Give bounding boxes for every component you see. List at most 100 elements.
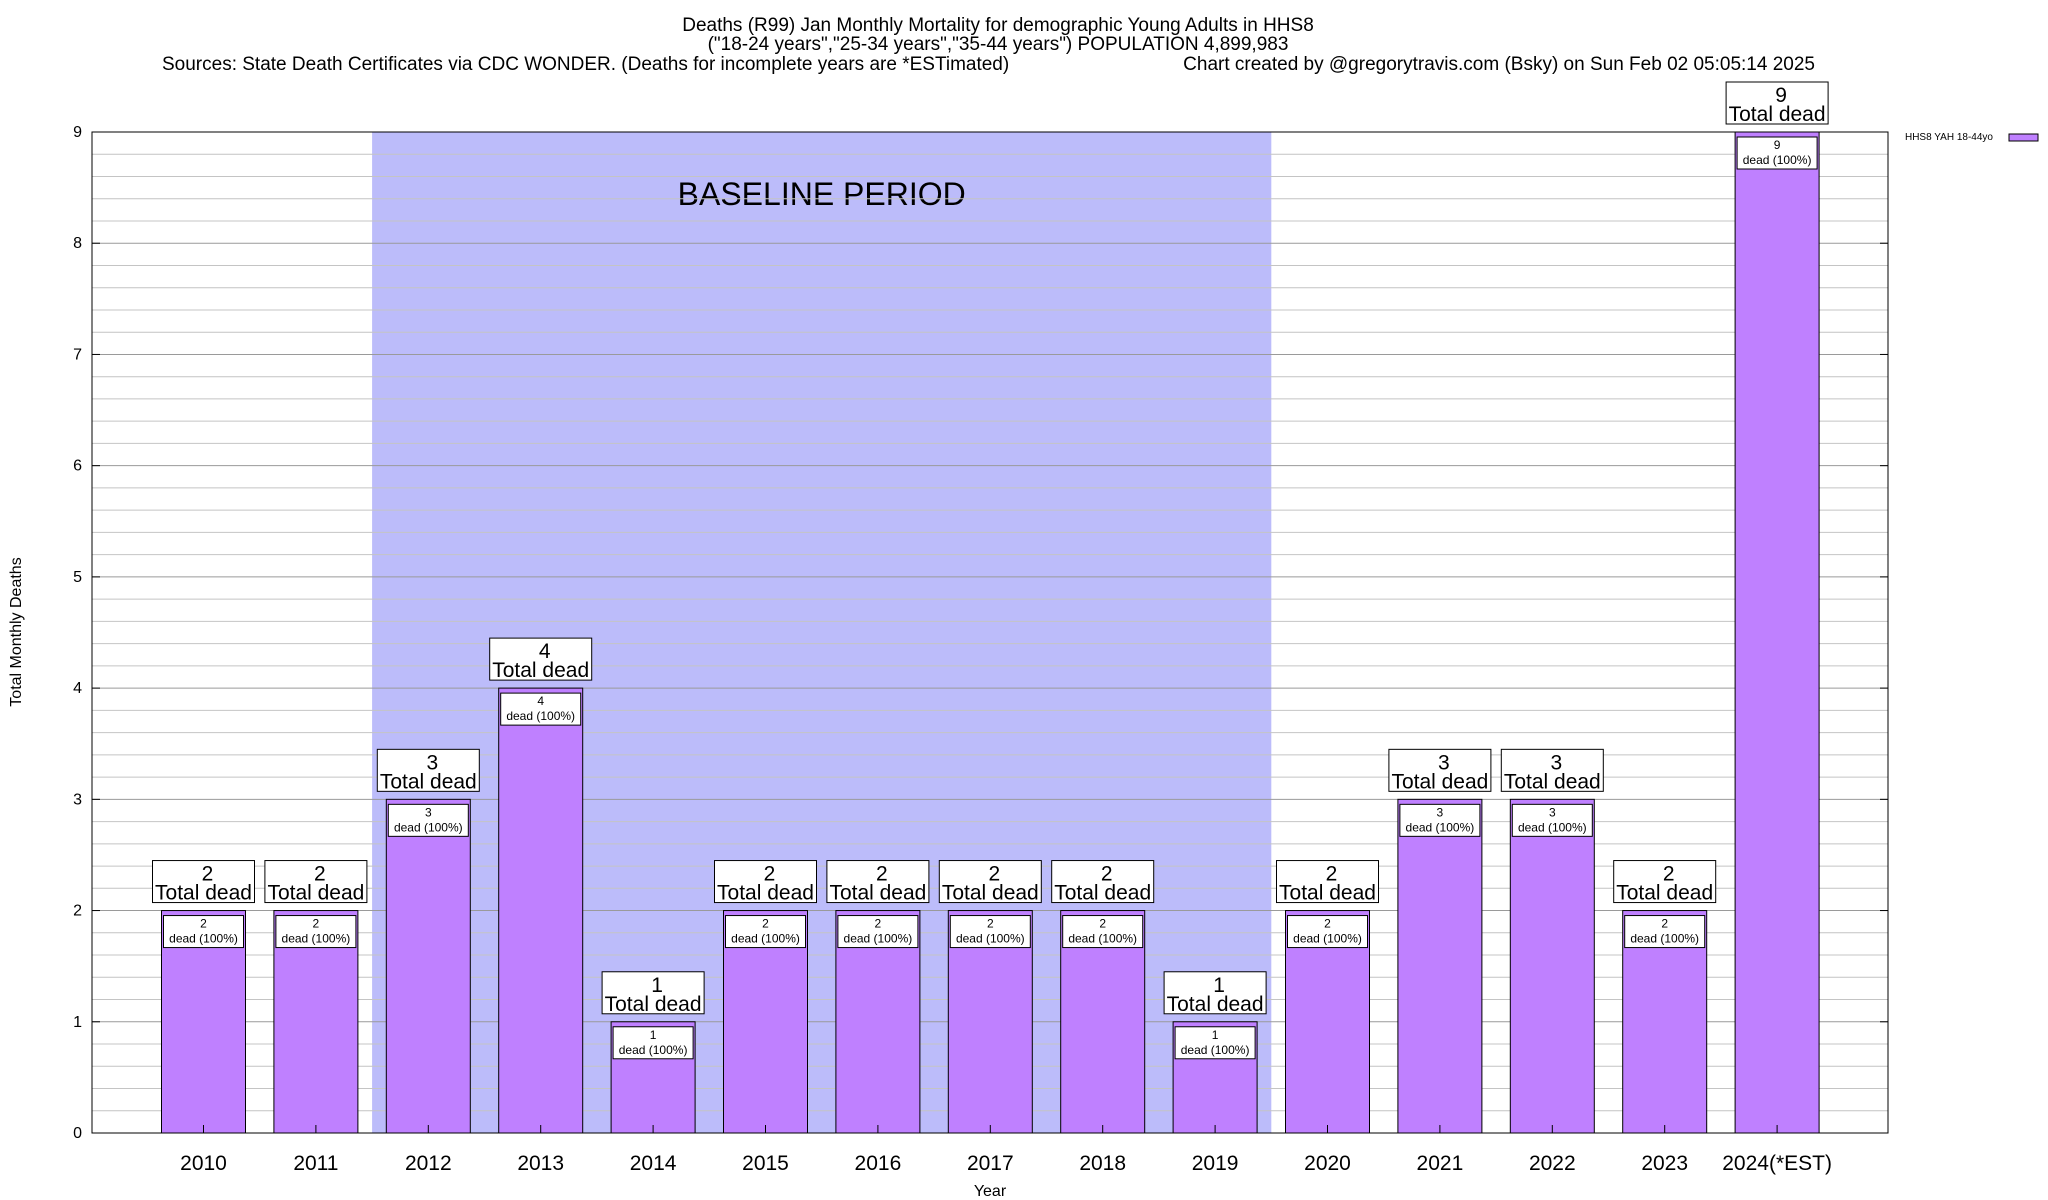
y-tick-label: 1 [73, 1014, 82, 1031]
bar-inner-value: 2 [875, 917, 882, 931]
bar-total-label-box [938, 860, 1042, 904]
bar-total-label: Total dead [1167, 993, 1264, 1016]
x-tick-label: 2011 [293, 1152, 338, 1175]
bar-inner-label-box [1736, 136, 1818, 170]
x-tick-label: 2018 [1079, 1152, 1126, 1175]
x-tick-label: 2020 [1304, 1152, 1351, 1175]
bar-inner-percent: dead (100%) [1406, 820, 1475, 834]
bar-total-label: Total dead [1279, 882, 1376, 905]
bar-inner-value: 3 [1549, 805, 1556, 819]
bar-total-label: Total dead [492, 659, 589, 682]
bar-total-value: 3 [1550, 751, 1562, 774]
bar-total-value: 1 [651, 974, 663, 997]
x-tick-label: 2016 [855, 1152, 902, 1175]
y-tick-label: 6 [73, 458, 82, 475]
x-tick-label: 2023 [1641, 1152, 1688, 1175]
bar-inner-percent: dead (100%) [1518, 820, 1587, 834]
bar-total-label: Total dead [1729, 103, 1826, 126]
title-line-2: ("18-24 years","25-34 years","35-44 year… [708, 34, 1289, 55]
title-line-1: Deaths (R99) Jan Monthly Mortality for d… [682, 15, 1314, 36]
bar-total-value: 3 [426, 751, 438, 774]
bar-inner-value: 1 [1212, 1028, 1219, 1042]
bar-inner-label-box [500, 692, 582, 726]
bar-total-label: Total dead [267, 882, 364, 905]
bar-total-label-box [714, 860, 817, 904]
bar [385, 798, 471, 1134]
bar-total-label: Total dead [605, 993, 702, 1016]
bar-total-value: 2 [988, 863, 1000, 886]
bar-total-value: 2 [1663, 863, 1675, 886]
bar-total-label: Total dead [942, 882, 1039, 905]
bar [1734, 131, 1820, 1134]
bar-inner-label-box [612, 1026, 694, 1060]
bar-total-label: Total dead [1616, 882, 1713, 905]
bar-total-label-box [1276, 860, 1379, 904]
bar-inner-label-box [1287, 915, 1368, 949]
bar-inner-label-box [1174, 1026, 1256, 1060]
y-tick-label: 2 [73, 903, 82, 920]
bar-inner-percent: dead (100%) [1068, 932, 1137, 946]
bar-inner-value: 4 [537, 694, 544, 708]
title-line-3: Sources: State Death Certificates via CD… [162, 54, 1009, 75]
x-tick-label: 2012 [405, 1152, 452, 1175]
bar-inner-label-box [725, 915, 806, 949]
bar-total-label: Total dead [829, 882, 926, 905]
bar [498, 687, 584, 1134]
x-tick-label: 2022 [1529, 1152, 1576, 1175]
bar-inner-label-box [275, 915, 357, 949]
bar-total-label-box [1725, 81, 1829, 125]
x-tick-label: 2013 [517, 1152, 564, 1175]
x-tick-label: 2010 [180, 1152, 227, 1175]
bar-inner-label-box [1399, 803, 1481, 837]
bar-inner-value: 2 [762, 917, 769, 931]
bar-total-label: Total dead [1054, 882, 1151, 905]
bar-total-label-box [601, 971, 705, 1015]
bar-inner-percent: dead (100%) [619, 1043, 688, 1057]
bar-inner-value: 2 [987, 917, 994, 931]
bar-total-value: 1 [1213, 974, 1225, 997]
bar-inner-label-box [1511, 803, 1593, 837]
bar-total-label: Total dead [1391, 770, 1488, 793]
bar-total-label-box [489, 637, 593, 681]
bar-inner-percent: dead (100%) [169, 932, 238, 946]
x-axis: 2010 2011 2012 2013 2014 2015 2016 2017 2018 2019… [180, 1125, 1832, 1175]
x-tick-label: 2015 [742, 1152, 789, 1175]
x-tick-label: 2017 [967, 1152, 1014, 1175]
bar-total-value: 2 [314, 863, 326, 886]
y-axis-label: Total Monthly Deaths [8, 557, 25, 706]
legend-swatch [2008, 133, 2039, 142]
bar-inner-label-box [837, 915, 919, 949]
bar-total-value: 9 [1775, 84, 1787, 107]
bar-inner-label-box [1062, 915, 1144, 949]
baseline-period-label: BASELINE PERIOD [678, 176, 966, 212]
bar-total-label: Total dead [380, 770, 477, 793]
title-line-4: Chart created by @gregorytravis.com (Bsk… [1183, 54, 1815, 75]
y-tick-label: 0 [73, 1125, 82, 1142]
bar-inner-label-box [1624, 915, 1706, 949]
y-tick-label: 8 [73, 235, 82, 252]
bar-inner-percent: dead (100%) [1630, 932, 1699, 946]
bar-inner-value: 2 [1324, 917, 1331, 931]
bar-total-value: 2 [202, 863, 214, 886]
bar-inner-value: 9 [1774, 138, 1781, 152]
bar-inner-percent: dead (100%) [506, 709, 575, 723]
bar-inner-label-box [387, 803, 469, 837]
bar-total-value: 4 [539, 640, 551, 663]
bar-total-label-box [264, 860, 368, 904]
y-tick-label: 4 [73, 680, 82, 697]
bar-inner-percent: dead (100%) [844, 932, 913, 946]
bar-inner-label-box [163, 915, 244, 949]
bar-inner-value: 2 [1099, 917, 1106, 931]
bar-total-label-box [1163, 971, 1267, 1015]
bar-inner-value: 3 [425, 805, 432, 819]
legend: HHS8 YAH 18-44yo [1905, 132, 2039, 143]
bar-inner-label-box [949, 915, 1031, 949]
bar-total-value: 3 [1438, 751, 1450, 774]
x-tick-label: 2014 [630, 1152, 677, 1175]
bar-total-value: 2 [764, 863, 776, 886]
x-tick-label: 2024(*EST) [1722, 1152, 1832, 1175]
bar-inner-value: 3 [1437, 805, 1444, 819]
bar-total-label-box [1051, 860, 1155, 904]
bar [1509, 798, 1595, 1134]
